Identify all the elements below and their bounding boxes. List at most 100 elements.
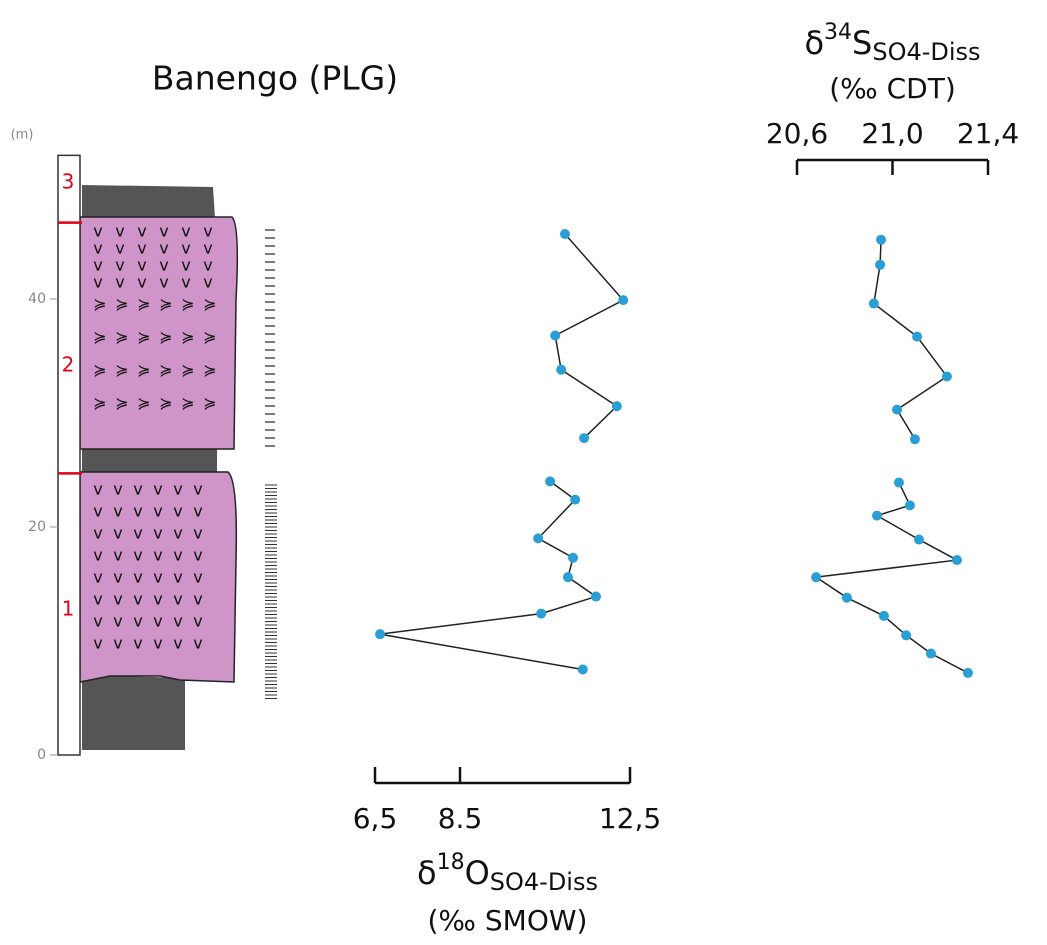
texture-mark: v: [173, 634, 182, 653]
texture-mark: v: [153, 524, 162, 543]
x-tick-label: 6,5: [353, 802, 398, 835]
texture-mark: v: [173, 568, 182, 587]
texture-mark: v: [181, 256, 190, 275]
y-tick-label: 40: [28, 291, 46, 307]
texture-mark: v: [203, 222, 212, 241]
texture-mark: v: [173, 480, 182, 499]
sample-point: [841, 592, 852, 603]
sample-point: [536, 608, 547, 619]
profile-line: [873, 239, 949, 440]
texture-mark: v: [115, 273, 124, 292]
texture-mark: v: [173, 502, 182, 521]
label-symbol: δ: [417, 854, 437, 892]
chart-title: Banengo (PLG): [152, 59, 398, 98]
label-subscript: SO4-Diss: [490, 868, 598, 896]
label-element: O: [465, 854, 490, 892]
texture-mark: v: [133, 612, 142, 631]
sample-ticks: [265, 229, 277, 699]
sample-point: [611, 401, 622, 412]
texture-mark: v: [137, 222, 146, 241]
sample-point: [941, 371, 952, 382]
x-axis-label: δ34SSO4-Diss: [804, 20, 980, 66]
unit-label: 1: [62, 597, 75, 621]
texture-mark: v: [93, 502, 102, 521]
texture-mark: v: [93, 256, 102, 275]
texture-mark: v: [193, 546, 202, 565]
texture-mark: ≽: [203, 361, 216, 380]
texture-mark: ≽: [93, 361, 106, 380]
texture-mark: ≽: [181, 361, 194, 380]
texture-mark: v: [133, 568, 142, 587]
texture-mark: v: [137, 256, 146, 275]
texture-mark: v: [93, 612, 102, 631]
texture-mark: ≽: [93, 295, 106, 314]
texture-mark: v: [159, 239, 168, 258]
texture-mark: v: [153, 546, 162, 565]
label-subscript: SO4-Diss: [872, 38, 980, 66]
unit-label: 3: [62, 170, 75, 194]
texture-mark: v: [153, 502, 162, 521]
sample-point: [892, 404, 903, 415]
texture-mark: v: [93, 568, 102, 587]
texture-mark: ≽: [137, 328, 150, 347]
texture-mark: v: [113, 634, 122, 653]
texture-mark: ≽: [181, 328, 194, 347]
gray-layer: [82, 185, 215, 218]
texture-mark: ≽: [115, 361, 128, 380]
texture-mark: v: [113, 590, 122, 609]
texture-mark: v: [93, 590, 102, 609]
texture-mark: v: [93, 524, 102, 543]
texture-mark: v: [113, 546, 122, 565]
texture-mark: ≽: [137, 295, 150, 314]
sample-point: [904, 500, 915, 511]
sample-point: [556, 364, 567, 375]
lithology: v v v v v vv v v v v vv v v v v vv v v v v v≽ ≽ ≽ ≽ ≽ ≽≽ ≽ ≽ ≽ ≽ ≽≽ ≽ ≽ ≽…: [79, 185, 277, 750]
sample-point: [579, 433, 590, 444]
texture-mark: v: [113, 502, 122, 521]
x-axis-label: δ18OSO4-Diss: [417, 850, 598, 896]
texture-mark: ≽: [159, 361, 172, 380]
profile-line: [813, 482, 969, 674]
x-axis-unit: (‰ CDT): [829, 72, 956, 105]
texture-mark: v: [153, 590, 162, 609]
sample-point: [545, 476, 556, 487]
texture-mark: v: [133, 590, 142, 609]
unit-body: [79, 471, 238, 683]
texture-mark: ≽: [159, 295, 172, 314]
label-element: S: [852, 24, 872, 62]
texture-mark: v: [193, 568, 202, 587]
texture-mark: v: [203, 273, 212, 292]
x-tick-label: 20,6: [766, 117, 828, 150]
label-symbol: δ: [804, 24, 824, 62]
texture: v v v v v vv v v v v vv v v v v vv v v v v v≽ ≽ ≽ ≽ ≽ ≽≽ ≽ ≽ ≽ ≽ ≽≽ ≽ ≽ ≽…: [93, 222, 216, 653]
texture-mark: v: [153, 480, 162, 499]
texture-mark: v: [93, 480, 102, 499]
texture-mark: ≽: [203, 295, 216, 314]
texture-mark: v: [193, 612, 202, 631]
texture-mark: v: [93, 634, 102, 653]
texture-mark: v: [193, 502, 202, 521]
sample-point: [951, 555, 962, 566]
gray-layer: [82, 447, 217, 475]
sample-point: [570, 494, 581, 505]
texture-mark: ≽: [93, 394, 106, 413]
texture-mark: v: [193, 480, 202, 499]
gray-layer: [82, 675, 185, 750]
texture-mark: v: [93, 222, 102, 241]
depth-scale: [57, 154, 81, 756]
texture-mark: v: [93, 273, 102, 292]
texture-mark: v: [137, 239, 146, 258]
texture-mark: v: [133, 480, 142, 499]
texture-mark: ≽: [181, 295, 194, 314]
texture-mark: v: [181, 239, 190, 258]
sample-point: [577, 664, 588, 675]
texture-mark: v: [113, 612, 122, 631]
sample-point: [901, 630, 912, 641]
texture-mark: v: [93, 546, 102, 565]
texture-mark: v: [93, 239, 102, 258]
texture-mark: ≽: [115, 295, 128, 314]
x-tick-label: 21,0: [861, 117, 923, 150]
sample-point: [962, 667, 973, 678]
texture-mark: ≽: [159, 328, 172, 347]
